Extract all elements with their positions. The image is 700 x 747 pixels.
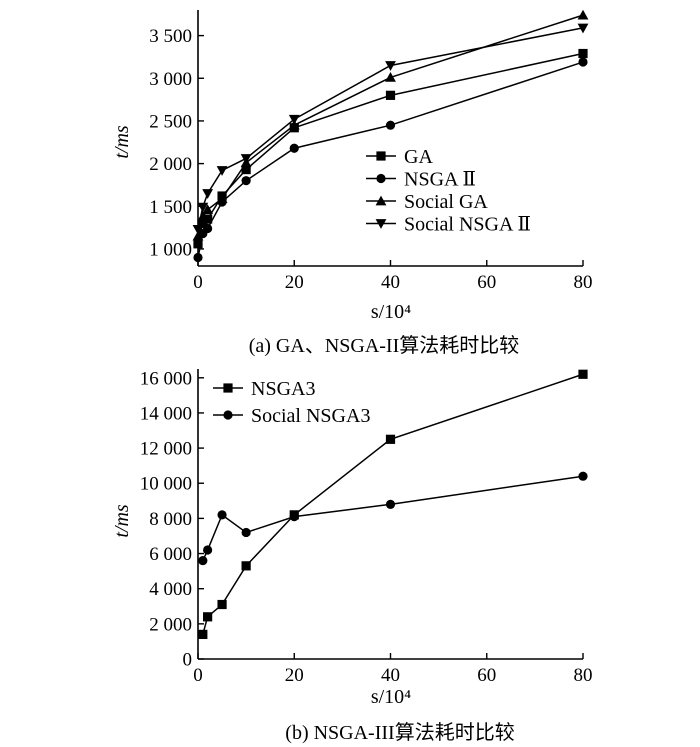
legend-marker-nsga: [376, 173, 386, 184]
data-point-social-nsga3: [217, 510, 227, 520]
data-point-ga: [193, 239, 203, 249]
chart-a-caption: (a) GA、NSGA-II算法耗时比较: [249, 334, 520, 357]
data-point-social-ga: [202, 204, 214, 214]
data-point-social-nsga3: [578, 471, 588, 481]
data-point-social-ga: [577, 9, 589, 20]
legend-label-social-nsga: Social NSGA Ⅱ: [404, 214, 531, 236]
data-point-nsga3: [241, 561, 251, 571]
y-tick-label: 2 000: [149, 154, 192, 175]
chart-b-series: [198, 369, 588, 639]
legend-marker-social-nsga: [375, 219, 387, 229]
data-point-nsga3: [198, 629, 208, 639]
y-tick-label: 16 000: [140, 368, 192, 389]
data-point-nsga3: [203, 612, 213, 622]
y-tick-label: 1 500: [149, 197, 192, 218]
data-point-social-nsga: [240, 154, 252, 164]
y-tick-label: 10 000: [140, 474, 192, 495]
data-point-nsga3: [578, 369, 588, 379]
x-tick-label: 60: [477, 272, 496, 293]
x-tick-label: 60: [477, 665, 496, 686]
x-tick-label: 80: [574, 665, 593, 686]
chart-b-xlabel: s/10⁴: [371, 686, 411, 708]
legend-marker-social-ga: [375, 195, 387, 206]
data-point-social-nsga: [202, 189, 214, 199]
data-point-ga: [203, 214, 213, 224]
data-point-ga: [578, 48, 588, 59]
y-tick-label: 1 000: [149, 239, 192, 260]
chart-a-x-ticks: 0 20 40 60 80: [193, 260, 593, 293]
y-tick-label: 4 000: [149, 579, 192, 600]
chart-b-ylabel: t/ms: [111, 504, 133, 538]
data-point-social-ga: [192, 230, 204, 241]
data-point-social-nsga: [216, 166, 228, 176]
y-tick-label: 6 000: [149, 544, 192, 565]
legend-label-nsga3: NSGA3: [251, 378, 315, 400]
legend-marker-nsga3: [223, 383, 233, 393]
chart-a-y-ticks: 1 000 1 500 2 000 2 500 3 000 3 500: [149, 26, 204, 260]
data-point-social-nsga: [192, 224, 204, 235]
data-point-nsga: [578, 57, 588, 67]
x-tick-label: 0: [193, 665, 203, 686]
x-tick-label: 20: [285, 272, 304, 293]
data-point-social-nsga: [197, 202, 209, 213]
data-point-ga: [385, 90, 396, 100]
x-tick-label: 40: [381, 665, 400, 686]
x-tick-label: 80: [574, 272, 593, 293]
data-point-nsga3: [385, 434, 396, 444]
y-tick-label: 14 000: [140, 403, 192, 424]
data-point-social-nsga3: [203, 545, 213, 555]
data-point-nsga: [203, 223, 213, 234]
chart-b-x-ticks: 0 20 40 60 80: [193, 653, 593, 686]
data-point-social-nsga3: [198, 555, 208, 566]
legend-marker-ga: [376, 151, 386, 161]
data-point-nsga3: [217, 599, 227, 610]
data-point-social-nsga3: [385, 499, 396, 509]
y-tick-label: 3 500: [149, 26, 192, 47]
x-tick-label: 40: [381, 272, 400, 293]
x-tick-label: 20: [285, 665, 304, 686]
chart-a-xlabel: s/10⁴: [371, 301, 411, 323]
chart-b: 0 20 40 60 80 0 2 000 4 000 6 000 8 000 10 000 12 …: [111, 368, 593, 744]
data-point-ga: [241, 164, 251, 175]
data-point-nsga: [385, 120, 396, 130]
data-point-social-ga: [385, 72, 396, 82]
chart-a-series: [192, 9, 589, 263]
y-tick-label: 0: [183, 650, 193, 671]
data-point-social-nsga: [385, 61, 396, 71]
data-point-social-ga: [216, 193, 228, 203]
legend-label-nsga: NSGA Ⅱ: [404, 169, 476, 191]
chart-a: 0 20 40 60 80 1 000 1 500 2 000 2 500 3 000 3 500…: [111, 9, 593, 357]
y-tick-label: 2 000: [149, 614, 192, 635]
y-tick-label: 8 000: [149, 509, 192, 530]
chart-b-legend: NSGA3 Social NSGA3: [213, 378, 370, 427]
series-line-social-nsga3: [202, 475, 584, 561]
data-point-social-nsga: [288, 114, 300, 125]
data-point-social-nsga3: [289, 512, 299, 522]
legend-label-social-nsga3: Social NSGA3: [251, 405, 370, 427]
legend-label-social-ga: Social GA: [404, 191, 488, 213]
data-point-ga: [198, 218, 208, 228]
data-point-nsga: [289, 143, 299, 153]
chart-b-caption: (b) NSGA-III算法耗时比较: [285, 721, 514, 744]
y-tick-label: 3 000: [149, 69, 192, 90]
data-point-nsga: [241, 176, 251, 186]
chart-b-y-ticks: 0 2 000 4 000 6 000 8 000 10 000 12 000 14 000 1…: [140, 368, 204, 671]
data-point-social-nsga: [577, 23, 589, 34]
x-tick-label: 0: [193, 272, 203, 293]
y-tick-label: 12 000: [140, 439, 192, 460]
data-point-nsga: [193, 252, 203, 263]
y-tick-label: 2 500: [149, 111, 192, 132]
data-point-social-nsga3: [241, 527, 251, 538]
data-point-social-ga: [288, 119, 300, 130]
legend-label-ga: GA: [404, 146, 433, 168]
chart-a-ylabel: t/ms: [111, 125, 133, 159]
legend-marker-social-nsga3: [223, 410, 233, 420]
